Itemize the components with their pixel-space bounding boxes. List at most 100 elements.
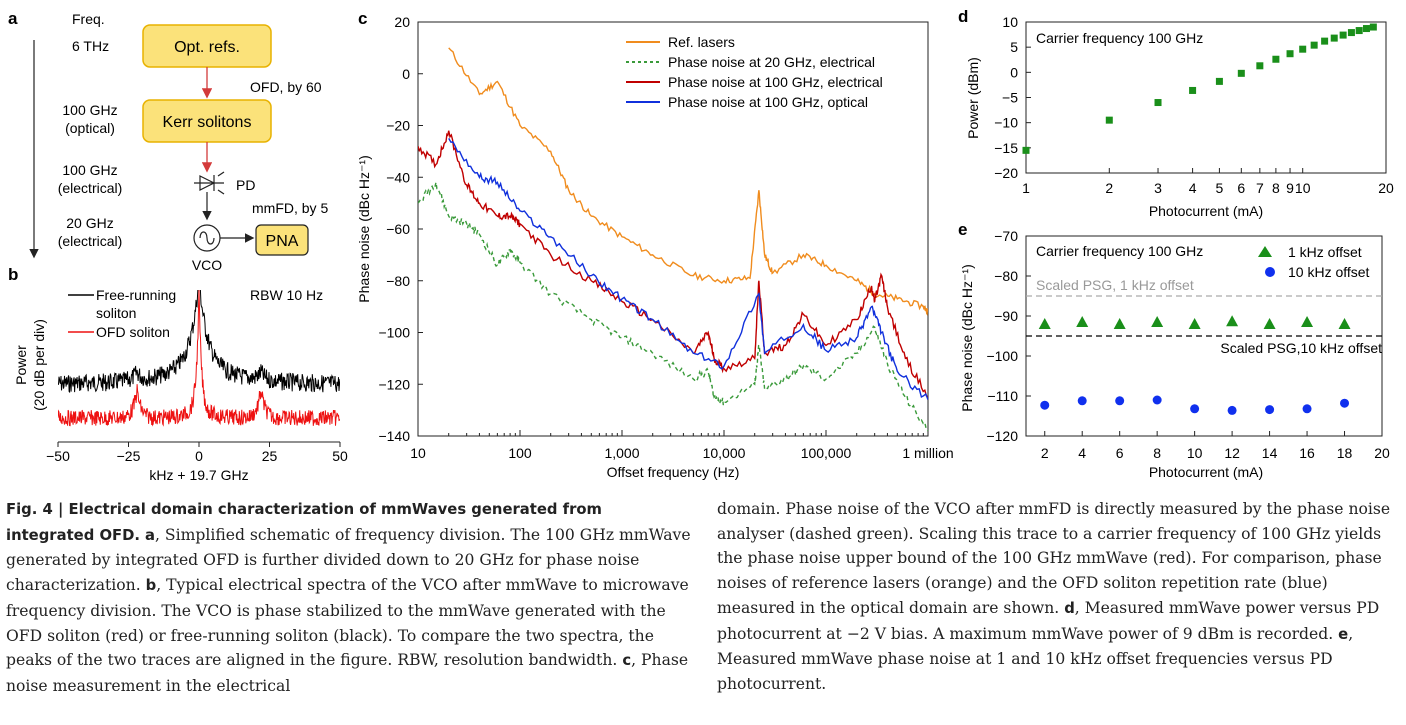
- ref-line-10khz-label: Scaled PSG,10 kHz offset: [1220, 340, 1382, 356]
- panel-e-xtick-label: 16: [1299, 445, 1315, 461]
- panel-d-point: [1286, 50, 1294, 58]
- panel-e-ylabel: Phase noise (dBc Hz⁻¹): [959, 264, 975, 411]
- box-kerr-solitons-label: Kerr solitons: [163, 114, 252, 131]
- freq-6thz: 6 THz: [72, 38, 109, 54]
- panel-e-xtick-label: 6: [1116, 445, 1124, 461]
- panel-d-ytick-label: 10: [1002, 14, 1018, 30]
- freq-header: Freq.: [72, 11, 105, 27]
- panel-e-point-10khz: [1152, 395, 1162, 405]
- panel-e-ytick-label: −90: [994, 308, 1018, 324]
- panel-c-xtick-label: 100: [508, 445, 532, 461]
- panel-e-xlabel: Photocurrent (mA): [1149, 464, 1263, 480]
- freq-100ghz-elec-line1: 100 GHz: [62, 162, 117, 178]
- panel-e-point-10khz: [1040, 400, 1050, 410]
- panel-c-xtick-label: 10,000: [703, 445, 746, 461]
- panel-e-point-1khz: [1151, 316, 1164, 327]
- panel-d-ytick-label: −10: [994, 115, 1018, 131]
- legend-free-line2: soliton: [96, 305, 136, 321]
- panel-d-point: [1105, 116, 1113, 124]
- rbw-label: RBW 10 Hz: [250, 287, 323, 303]
- box-pna-label: PNA: [266, 233, 299, 250]
- panel-e-label: e: [958, 220, 967, 239]
- panel-d-xtick-label: 6: [1237, 180, 1245, 196]
- panel-b: b −50 −25 0 25 50 kHz + 19.7 GHz Power (20 d…: [8, 265, 348, 483]
- panel-d-point: [1369, 23, 1377, 31]
- panel-d-xtick-label: 7: [1256, 180, 1264, 196]
- panel-d-title: Carrier frequency 100 GHz: [1036, 30, 1203, 46]
- panel-d-xtick-label: 3: [1154, 180, 1162, 196]
- panel-d-ylabel: Power (dBm): [965, 57, 981, 139]
- freq-100ghz-optical-line2: (optical): [65, 120, 115, 136]
- panel-e-xtick-label: 12: [1224, 445, 1240, 461]
- panel-d-xtick-label: 9: [1286, 180, 1294, 196]
- panel-d-xlabel: Photocurrent (mA): [1149, 203, 1263, 219]
- panel-d-xtick-label: 10: [1295, 180, 1311, 196]
- panel-c-ylabel: Phase noise (dBc Hz⁻¹): [356, 155, 372, 302]
- panel-e-point-10khz: [1265, 405, 1275, 415]
- caption-d-text: , Measured mmWave power versus PD photoc…: [717, 598, 1380, 643]
- panel-e-point-10khz: [1302, 404, 1312, 414]
- panel-d-point: [1154, 99, 1162, 107]
- legend-10khz-label: 10 kHz offset: [1288, 264, 1370, 280]
- panel-c-ytick-label: −120: [378, 376, 410, 392]
- panel-c-ytick-label: −60: [386, 221, 410, 237]
- panel-d-point: [1299, 45, 1307, 53]
- panel-c-ytick-label: 0: [402, 66, 410, 82]
- panel-e-point-1khz: [1076, 316, 1089, 327]
- panel-d-ytick-label: −15: [994, 140, 1018, 156]
- panel-d-point: [1330, 34, 1338, 42]
- caption-right-column: domain. Phase noise of the VCO after mmF…: [717, 497, 1397, 697]
- vco-icon: [193, 224, 221, 252]
- panel-e-point-1khz: [1301, 316, 1314, 327]
- panel-e-point-1khz: [1113, 318, 1126, 329]
- panel-d-point: [1347, 29, 1355, 37]
- panel-c-label: c: [358, 9, 367, 28]
- panel-c-xtick-label: 1 million: [902, 445, 953, 461]
- panel-e-xtick-label: 4: [1078, 445, 1086, 461]
- legend-free-line1: Free-running: [96, 287, 176, 303]
- box-opt-refs-label: Opt. refs.: [174, 39, 240, 56]
- panel-c-ytick-label: −40: [386, 169, 410, 185]
- panel-d-xtick-label: 2: [1105, 180, 1113, 196]
- caption-a-label: a: [145, 526, 156, 544]
- panel-c-legend-label: Phase noise at 100 GHz, electrical: [668, 74, 883, 90]
- caption-c-label: c: [622, 652, 632, 670]
- panel-c-ytick-label: −140: [378, 428, 410, 444]
- panel-c-series: [418, 47, 928, 432]
- panel-c-ytick-label: 20: [394, 14, 410, 30]
- spectrum-ofd: [58, 290, 340, 427]
- panel-b-tick-label: 0: [195, 448, 203, 464]
- panel-d-xtick-label: 5: [1216, 180, 1224, 196]
- panel-c-series-blue: [448, 138, 928, 401]
- ref-line-1khz-label: Scaled PSG, 1 kHz offset: [1036, 277, 1194, 293]
- caption-c-text-part2: domain. Phase noise of the VCO after mmF…: [717, 500, 1391, 617]
- legend-1khz-marker: [1258, 246, 1272, 257]
- panel-d-point: [1022, 146, 1030, 154]
- panel-e-xtick-label: 18: [1337, 445, 1353, 461]
- panel-e-xtick-label: 2: [1041, 445, 1049, 461]
- panel-b-xlabel: kHz + 19.7 GHz: [149, 467, 248, 483]
- panel-b-tick-label: 50: [332, 448, 348, 464]
- panel-d-xtick-label: 20: [1378, 180, 1394, 196]
- caption-e-text: , Measured mmWave phase noise at 1 and 1…: [717, 624, 1354, 693]
- vco-label: VCO: [192, 257, 222, 273]
- panel-e-point-10khz: [1227, 405, 1237, 415]
- panel-b-x-ticks: −50 −25 0 25 50: [46, 442, 348, 464]
- panel-b-tick-label: 25: [262, 448, 278, 464]
- panel-e-point-10khz: [1190, 404, 1200, 414]
- panel-e-point-10khz: [1077, 396, 1087, 406]
- panel-e-point-1khz: [1263, 318, 1276, 329]
- panel-a: a Freq. 6 THz 100 GHz (optical) 100 GHz …: [8, 9, 328, 273]
- panel-b-ylabel-line2: (20 dB per div): [31, 319, 47, 411]
- panel-d-point: [1256, 62, 1264, 70]
- panel-e-xtick-label: 14: [1262, 445, 1278, 461]
- panel-d-point: [1321, 37, 1329, 45]
- panel-d-ytick-label: −5: [1002, 90, 1018, 106]
- panel-c-ytick-label: −80: [386, 273, 410, 289]
- panel-e-axes: −70 −80 −90 −100 −110 −120 2 4 6 8 10 12 14 16 18 20: [986, 228, 1390, 461]
- legend-10khz-marker: [1265, 267, 1275, 277]
